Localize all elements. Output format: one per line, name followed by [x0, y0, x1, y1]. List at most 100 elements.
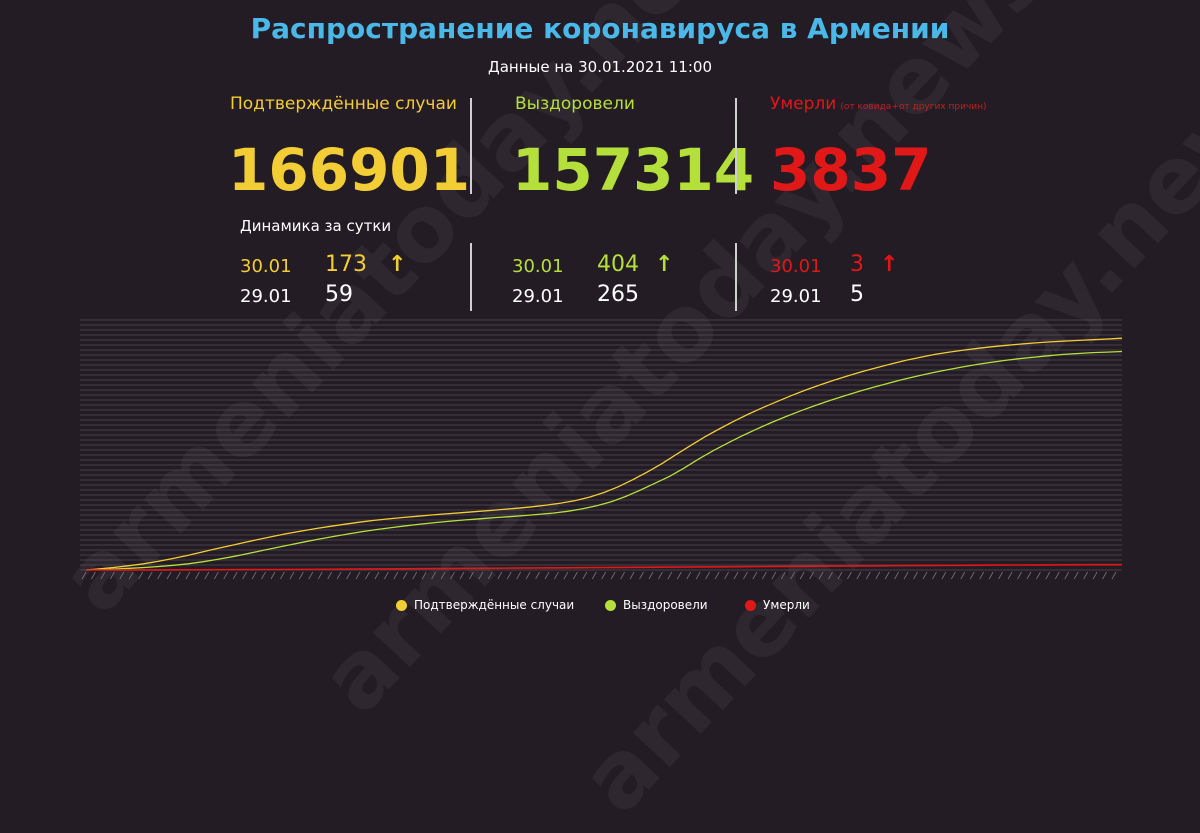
deaths-today-value: 3 [850, 252, 864, 277]
x-tick [384, 571, 389, 580]
x-tick [762, 571, 767, 580]
x-tick [147, 571, 153, 580]
x-tick [1026, 571, 1032, 580]
x-tick [818, 571, 824, 580]
recovered-prev-value: 265 [597, 282, 639, 307]
x-tick [658, 571, 663, 580]
arrow-up-icon: ↑ [655, 252, 674, 277]
x-tick [317, 571, 323, 580]
x-tick [469, 571, 474, 580]
x-tick [1083, 571, 1088, 580]
legend-label: Умерли [763, 598, 810, 612]
x-tick [998, 571, 1003, 580]
x-tick [620, 571, 625, 580]
arrow-up-icon: ↑ [388, 252, 407, 277]
x-tick [289, 571, 295, 580]
x-tick [176, 571, 181, 580]
x-tick [128, 571, 134, 580]
x-tick [431, 571, 436, 580]
x-tick [809, 571, 814, 580]
x-tick [91, 571, 96, 580]
chart-series [85, 337, 1123, 571]
x-tick [837, 571, 843, 580]
recovered-today-value: 404 [597, 252, 639, 277]
x-tick [516, 571, 522, 580]
x-tick [355, 571, 361, 580]
x-tick [1045, 571, 1051, 580]
deaths-prev-date: 29.01 [770, 286, 822, 307]
confirmed-prev-date: 29.01 [240, 286, 292, 307]
dynamics-title: Динамика за сутки [240, 217, 392, 235]
series-line-0 [85, 337, 1123, 571]
recovered-prev-date: 29.01 [512, 286, 564, 307]
x-tick [705, 571, 711, 580]
x-tick [195, 571, 200, 580]
legend-label: Подтверждённые случаи [414, 598, 575, 612]
x-tick [459, 571, 465, 580]
x-tick [298, 571, 304, 580]
x-tick [204, 571, 210, 580]
x-tick [724, 571, 729, 580]
x-tick [752, 571, 758, 580]
x-tick [1036, 571, 1041, 580]
x-tick [1102, 571, 1107, 580]
confirmed-total: 166901 [228, 136, 471, 204]
x-tick [828, 571, 833, 580]
x-tick [913, 571, 918, 580]
x-tick [535, 571, 540, 580]
x-tick [393, 571, 399, 580]
arrow-up-icon: ↑ [880, 252, 899, 277]
x-tick [374, 571, 380, 580]
x-tick [639, 571, 644, 580]
x-axis-ticks [81, 571, 1117, 580]
x-tick [336, 571, 342, 580]
legend-dot [745, 599, 756, 611]
deaths-prev-value: 5 [850, 282, 864, 307]
deaths-note: (от ковида+от других причин) [840, 102, 987, 112]
legend-item-confirmed: Подтверждённые случаи [396, 598, 574, 612]
x-tick [686, 571, 692, 580]
x-tick [308, 571, 314, 580]
x-tick [695, 571, 701, 580]
x-tick [903, 571, 909, 580]
recovered-label: Выздоровели [515, 94, 635, 114]
series-line-2 [86, 563, 1122, 571]
separator [735, 243, 737, 311]
recovered-total: 157314 [512, 136, 755, 204]
x-tick [554, 571, 559, 580]
x-tick [932, 571, 937, 580]
x-tick [402, 571, 408, 580]
x-tick [81, 571, 87, 580]
x-tick [440, 571, 446, 580]
x-tick [1054, 571, 1060, 580]
x-tick [601, 571, 607, 580]
x-tick [138, 571, 144, 580]
x-tick [544, 571, 550, 580]
x-tick [591, 571, 597, 580]
recovered-today-date: 30.01 [512, 256, 564, 277]
cases-line-chart [80, 319, 1123, 580]
x-tick [450, 571, 455, 580]
x-tick [799, 571, 805, 580]
page-title: Распространение коронавируса в Армении [250, 12, 950, 45]
x-tick [327, 571, 333, 580]
x-tick [648, 571, 654, 580]
x-tick [478, 571, 484, 580]
x-tick [676, 571, 682, 580]
separator [470, 98, 472, 194]
x-tick [1073, 571, 1079, 580]
separator [470, 243, 472, 311]
deaths-label: Умерли [770, 94, 837, 114]
x-tick [847, 571, 852, 580]
legend-item-recovered: Выздоровели [605, 598, 708, 612]
x-tick [582, 571, 588, 580]
x-tick [487, 571, 493, 580]
x-tick [232, 571, 238, 580]
legend-dot [605, 599, 616, 611]
legend-item-deaths: Умерли [745, 598, 810, 612]
x-tick [951, 571, 956, 580]
x-tick [563, 571, 569, 580]
x-tick [119, 571, 125, 580]
x-tick [497, 571, 503, 580]
x-tick [771, 571, 777, 580]
